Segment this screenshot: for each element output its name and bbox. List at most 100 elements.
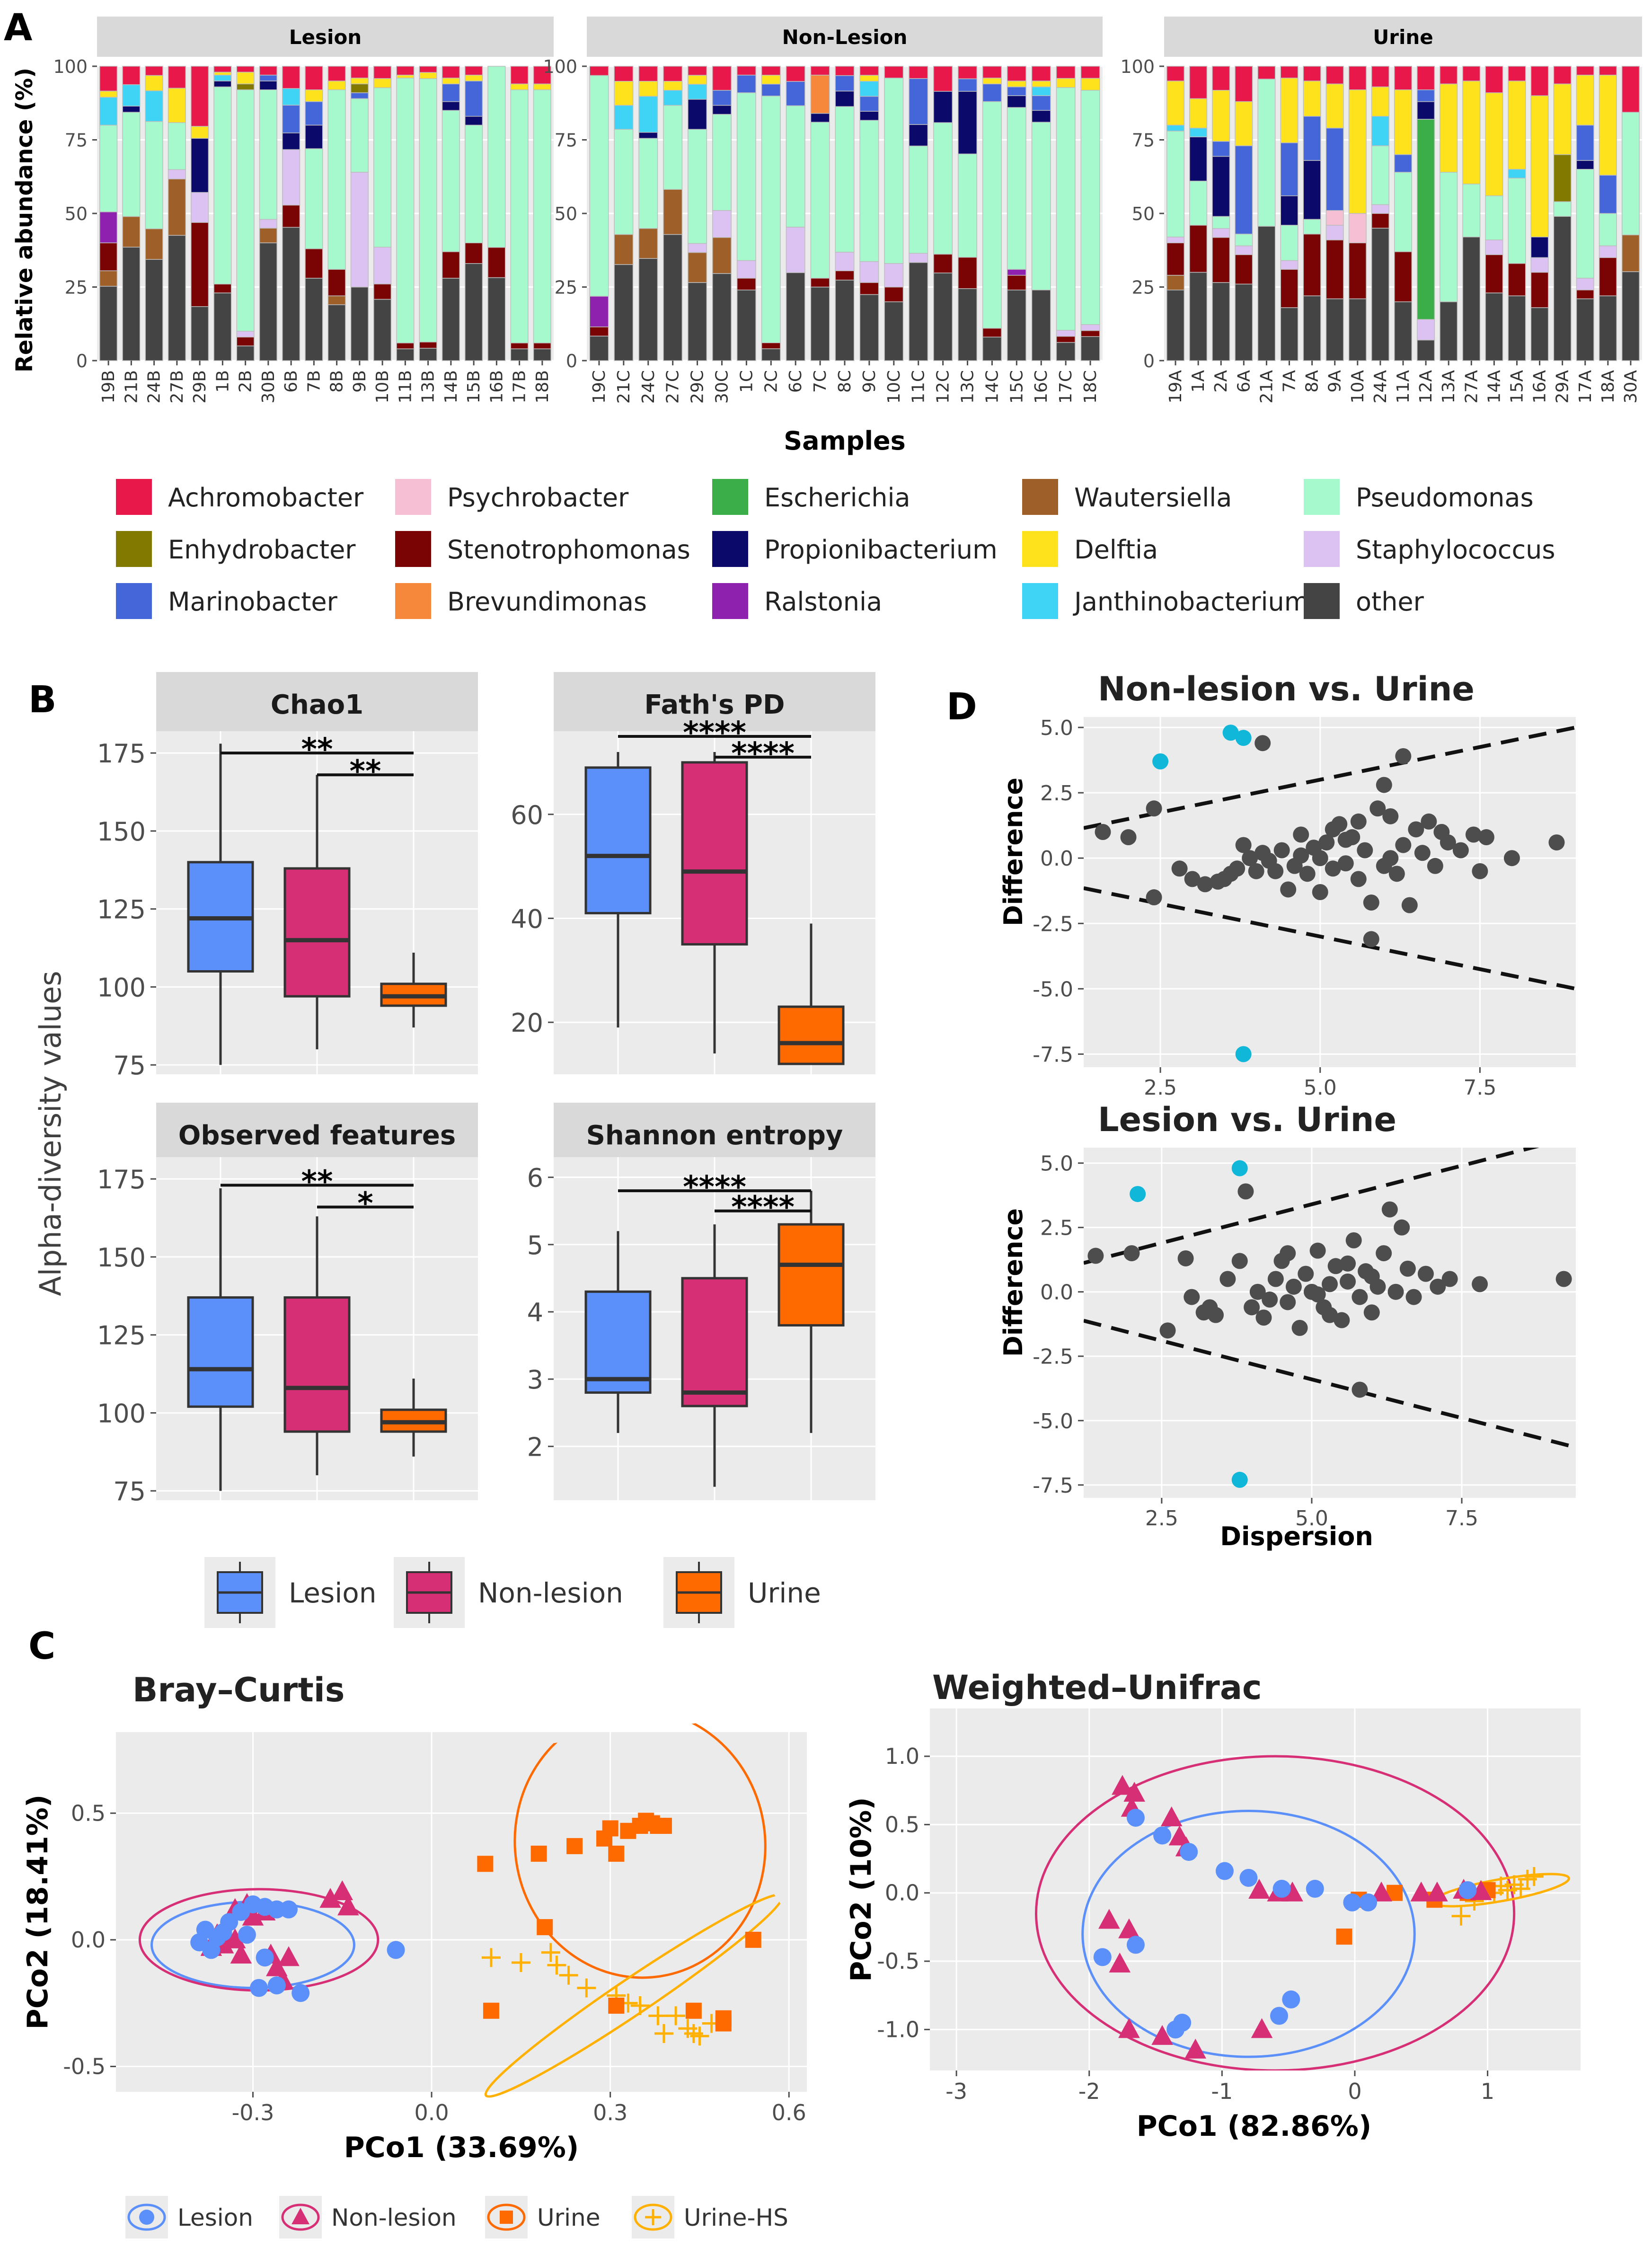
point-nonsignificant xyxy=(1267,1271,1284,1287)
bar-segment-staphylococcus xyxy=(1485,239,1503,255)
bar-segment-propionibacterium xyxy=(213,80,232,88)
x-tick-label: 7.5 xyxy=(1463,1076,1496,1100)
bar-segment-marinobacter xyxy=(761,83,781,97)
legend-swatch xyxy=(1022,583,1058,619)
x-tick-label: 16C xyxy=(1032,370,1051,404)
bar-segment-marinobacter xyxy=(305,101,323,126)
panel-d-x-axis-title: Dispersion xyxy=(1220,1522,1373,1551)
bar-segment-janthinobacterium xyxy=(1166,124,1185,132)
point-nonsignificant xyxy=(1382,808,1399,824)
bar-segment-pseudomonas xyxy=(933,122,953,255)
panel-b-y-axis-title: Alpha-diversity values xyxy=(33,971,68,1296)
x-tick-label: 27B xyxy=(168,370,187,404)
bar-segment-delftia xyxy=(327,80,346,90)
bar-segment-delftia xyxy=(1235,101,1253,146)
bar-segment-delftia xyxy=(168,88,186,123)
x-tick-label: 14C xyxy=(982,370,1002,404)
bar-segment-delftia xyxy=(1462,80,1481,185)
y-tick-label: 75 xyxy=(113,1051,146,1080)
point-nonsignificant xyxy=(1322,1307,1338,1323)
panel-label-b: B xyxy=(28,679,56,721)
bar-segment-stenotrophomonas xyxy=(282,204,300,228)
point-nonsignificant xyxy=(1293,826,1309,843)
point-nonsignificant xyxy=(1388,866,1405,882)
point-non-lesion xyxy=(1098,1909,1120,1929)
bar-segment-marinobacter xyxy=(350,92,369,99)
point-nonsignificant xyxy=(1363,1304,1380,1321)
point-nonsignificant xyxy=(1430,1278,1446,1295)
x-tick-label: 29B xyxy=(190,370,210,404)
bar-segment-achromobacter xyxy=(1576,66,1594,76)
point-significant xyxy=(1152,753,1169,770)
bar-segment-delftia xyxy=(1394,89,1413,155)
bar-segment-other xyxy=(786,272,805,361)
bar-segment-marinobacter xyxy=(1212,141,1230,157)
bar-segment-pseudomonas xyxy=(786,105,805,228)
point-nonsignificant xyxy=(1401,897,1418,913)
box-panel-strip xyxy=(156,1103,478,1157)
x-tick-label: 29C xyxy=(688,370,707,404)
legend-label: Stenotrophomonas xyxy=(447,535,690,565)
point-nonsignificant xyxy=(1417,1265,1434,1282)
bar-segment-delftia xyxy=(99,90,118,98)
point-lesion xyxy=(1126,1936,1145,1954)
point-urine xyxy=(715,2015,732,2032)
x-tick-label: 11A xyxy=(1394,370,1413,404)
bar-segment-marinobacter xyxy=(1325,127,1344,211)
bar-segment-pseudomonas xyxy=(487,66,506,248)
pcoa-panel-title: Weighted–Unifrac xyxy=(932,1668,1262,1707)
bar-segment-pseudomonas xyxy=(465,124,483,243)
y-tick-label: 4 xyxy=(527,1298,543,1327)
pcoa-panel-background xyxy=(116,1732,807,2092)
significance-label: **** xyxy=(683,1170,746,1205)
legend-swatch xyxy=(116,583,152,619)
bar-segment-staphylococcus xyxy=(373,247,392,284)
point-nonsignificant xyxy=(1408,821,1424,838)
y-tick-label: 175 xyxy=(97,739,146,769)
point-non-lesion xyxy=(1123,1781,1145,1802)
box-panel-title: Chao1 xyxy=(271,690,363,720)
bar-segment-staphylococcus xyxy=(712,210,732,238)
y-tick-label: 0 xyxy=(566,351,577,372)
panel-d-y-axis-title-bottom: Difference xyxy=(998,1208,1028,1357)
bar-segment-delftia xyxy=(1440,83,1458,173)
bar-segment-achromobacter xyxy=(859,66,879,76)
y-tick-label: 50 xyxy=(65,203,88,224)
bar-segment-other xyxy=(712,273,732,361)
point-nonsignificant xyxy=(1325,821,1341,838)
dispersion-panel-title: Lesion vs. Urine xyxy=(1098,1100,1396,1139)
bar-segment-staphylococcus xyxy=(1417,319,1435,341)
point-lesion xyxy=(214,1923,232,1941)
bar-segment-wautersiella xyxy=(1621,234,1640,272)
y-tick-label: 150 xyxy=(97,817,146,847)
x-tick-label: 13A xyxy=(1439,370,1458,404)
pcoa-panel-title: Bray–Curtis xyxy=(133,1671,345,1709)
x-tick-label: 0 xyxy=(1348,2079,1361,2104)
bar-segment-other xyxy=(1212,282,1230,361)
bar-segment-achromobacter xyxy=(982,66,1002,79)
bar-segment-stenotrophomonas xyxy=(982,327,1002,337)
bar-segment-pseudomonas xyxy=(350,98,369,173)
point-urine xyxy=(602,1820,618,1837)
bar-segment-achromobacter xyxy=(1599,66,1617,76)
point-non-lesion xyxy=(1370,1881,1392,1902)
bar-segment-pseudomonas xyxy=(638,138,658,229)
x-tick-label: -0.3 xyxy=(232,2100,274,2125)
point-lesion xyxy=(1458,1881,1477,1899)
point-nonsignificant xyxy=(1222,866,1239,882)
legend-label: Brevundimonas xyxy=(447,587,647,617)
legend-key-marker xyxy=(292,2208,309,2224)
bar-segment-delftia xyxy=(1031,80,1051,88)
point-urine-hs xyxy=(654,2024,673,2043)
legend-swatch xyxy=(116,479,152,515)
x-tick-label: 18B xyxy=(533,370,552,404)
bar-segment-other xyxy=(614,264,634,361)
legend-label: Staphylococcus xyxy=(1356,535,1555,565)
panel-b-legend: Lesion Non-lesion Urine xyxy=(204,1557,821,1628)
bar-segment-pseudomonas xyxy=(373,87,392,248)
point-nonsignificant xyxy=(1327,1258,1344,1274)
bar-segment-staphylococcus xyxy=(1056,330,1076,337)
point-nonsignificant xyxy=(1376,777,1392,793)
point-nonsignificant xyxy=(1340,1255,1356,1272)
